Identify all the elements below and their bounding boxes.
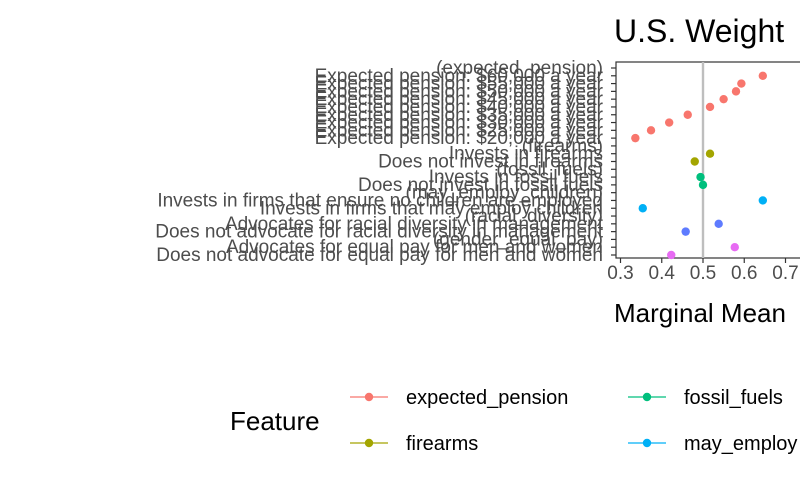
y-tick-label: (gender_equal_pay) [433, 229, 603, 250]
panel-border [615, 61, 800, 259]
legend-entry-label: expected_pension [406, 387, 568, 409]
data-point-expected_pension [731, 87, 741, 96]
data-point-may_employ [758, 196, 768, 205]
data-point-gender_equal_pay [730, 243, 739, 252]
y-tick-label: Expected pension: $40,000 a year [315, 97, 604, 118]
legend-entry-label: firearms [406, 433, 478, 455]
legend-entry-label: fossil_fuels [684, 387, 783, 409]
data-point-fossil_fuels [696, 172, 705, 182]
y-tick-label: Does not invest in fossil fuels [358, 175, 603, 196]
plot-panel [615, 61, 800, 259]
y-tick-label: Expected pension: $50,000 a year [315, 81, 604, 102]
y-tick-label: Expected pension: $35,000 a year [315, 105, 604, 126]
data-point-expected_pension [631, 133, 640, 143]
y-tick-label: Does not invest in firearms [378, 152, 603, 173]
y-tick-label: (fossil_fuels) [496, 159, 603, 180]
data-points [631, 71, 768, 260]
y-tick-label: Expected pension: $55,000 a year [315, 74, 604, 95]
y-tick-label: Invests in firearms [449, 144, 603, 165]
y-tick-label: (firearms) [522, 136, 603, 157]
y-tick-label: Expected pension: $25,000 a year [315, 120, 604, 141]
legend: Feature expected_pension firearms fossil_f… [230, 387, 797, 455]
data-point-fossil_fuels [698, 180, 708, 190]
data-point-firearms [705, 149, 715, 158]
y-tick-label: (expected_pension) [436, 58, 603, 79]
y-tick-label: Does not advocate for racial diversity i… [155, 222, 604, 243]
x-tick-label: 0.6 [731, 263, 757, 284]
chart-title: U.S. Weight [614, 13, 784, 49]
x-axis: 0.3 0.4 0.5 0.6 0.7 [607, 258, 799, 284]
y-tick-label: (may_employ_children) [406, 183, 603, 204]
x-axis-label: Marginal Mean [614, 298, 786, 328]
y-tick-label: (racial_diversity) [465, 206, 603, 227]
y-tick-label: Does not advocate for equal pay for men … [156, 245, 603, 266]
y-tick-label: Expected pension: $30,000 a year [315, 113, 604, 134]
legend-key-point [642, 438, 652, 448]
y-tick-label: Advocates for racial diversity in manage… [225, 214, 604, 235]
data-point-firearms [690, 157, 699, 166]
x-tick-label: 0.4 [649, 263, 676, 284]
legend-key-point [642, 392, 652, 402]
data-point-expected_pension [737, 79, 746, 88]
data-point-expected_pension [683, 110, 692, 119]
data-point-expected_pension [719, 94, 728, 104]
data-point-expected_pension [705, 102, 715, 112]
y-tick-label: Expected pension: $60,000 a year [315, 66, 604, 87]
data-point-may_employ [638, 204, 647, 213]
y-tick-label: Advocates for equal pay for men and wome… [226, 237, 603, 258]
legend-key-point [364, 438, 374, 448]
x-tick-label: 0.5 [690, 263, 716, 284]
y-tick-label: Expected pension: $45,000 a year [315, 89, 604, 110]
data-point-racial_diversity [681, 227, 690, 236]
data-point-expected_pension [646, 126, 656, 135]
legend-entry-label: may_employ [684, 433, 797, 455]
data-point-expected_pension [758, 71, 768, 80]
data-point-gender_equal_pay [667, 250, 676, 260]
legend-key-point [364, 392, 374, 402]
y-tick-label: Invests in fossil fuels [429, 167, 603, 188]
y-axis-labels: (expected_pension)Expected pension: $60,… [155, 58, 616, 266]
y-tick-label: Invests in firms that may employ childre… [260, 198, 603, 219]
legend-title: Feature [230, 406, 320, 436]
x-tick-label: 0.7 [772, 263, 798, 284]
y-tick-label: Invests in firms that ensure no children… [157, 190, 603, 211]
data-point-racial_diversity [714, 219, 723, 229]
y-tick-label: Expected pension: $20,000 a year [315, 128, 604, 149]
x-tick-label: 0.3 [607, 263, 633, 284]
data-point-expected_pension [664, 118, 674, 127]
